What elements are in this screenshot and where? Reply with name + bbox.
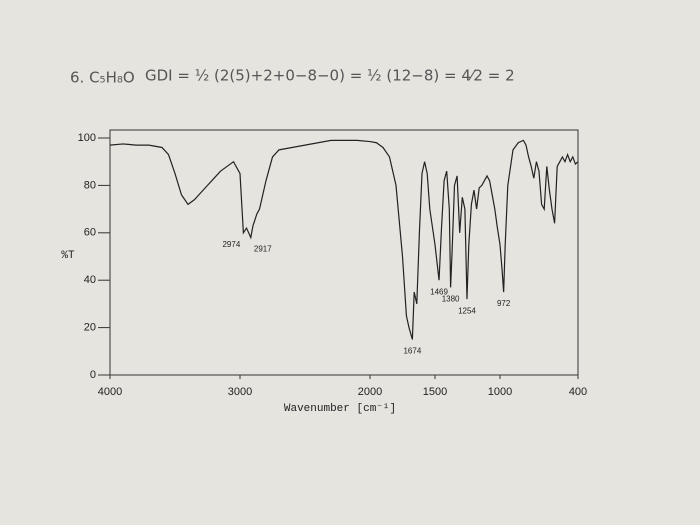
y-tick-label: 100	[78, 132, 96, 144]
x-tick-label: 4000	[98, 386, 122, 398]
handwritten-note: GDI = ½ (2(5)+2+0−8−0) = ½ (12−8) = 4⁄2 …	[145, 67, 515, 85]
y-tick-label: 80	[84, 179, 96, 191]
heading: 6. C₅H₈O	[70, 69, 135, 87]
y-tick-label: 60	[84, 227, 96, 239]
peak-label: 1674	[403, 347, 421, 356]
y-tick-label: 20	[84, 322, 96, 334]
x-tick-label: 1000	[488, 386, 512, 398]
x-tick-label: 400	[569, 386, 587, 398]
x-tick-label: 2000	[358, 386, 382, 398]
spectrum-line	[109, 139, 579, 340]
peak-label: 972	[497, 299, 511, 308]
peak-label: 1254	[458, 306, 476, 315]
y-tick-label: 0	[90, 369, 96, 381]
y-tick-label: 40	[84, 274, 96, 286]
x-tick-label: 1500	[423, 386, 447, 398]
x-axis-title: Wavenumber [cm⁻¹]	[284, 403, 396, 415]
peak-label: 2974	[222, 240, 240, 249]
plot-frame	[109, 129, 579, 376]
peak-label: 1380	[442, 294, 460, 303]
peak-label: 2917	[254, 245, 272, 254]
x-tick-label: 3000	[228, 386, 252, 398]
y-axis-title: %T	[61, 250, 75, 262]
peak-label: 1469	[430, 287, 448, 296]
